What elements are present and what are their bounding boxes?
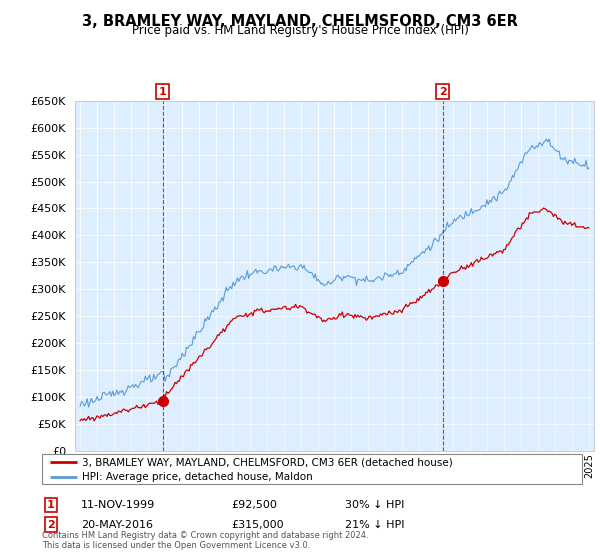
Text: 20-MAY-2016: 20-MAY-2016: [81, 520, 153, 530]
Text: £315,000: £315,000: [231, 520, 284, 530]
FancyBboxPatch shape: [42, 454, 582, 484]
Text: £92,500: £92,500: [231, 500, 277, 510]
Text: 1: 1: [159, 87, 167, 97]
Text: Contains HM Land Registry data © Crown copyright and database right 2024.
This d: Contains HM Land Registry data © Crown c…: [42, 530, 368, 550]
Text: 3, BRAMLEY WAY, MAYLAND, CHELMSFORD, CM3 6ER (detached house): 3, BRAMLEY WAY, MAYLAND, CHELMSFORD, CM3…: [83, 457, 453, 467]
Text: HPI: Average price, detached house, Maldon: HPI: Average price, detached house, Mald…: [83, 472, 313, 482]
Text: 3, BRAMLEY WAY, MAYLAND, CHELMSFORD, CM3 6ER: 3, BRAMLEY WAY, MAYLAND, CHELMSFORD, CM3…: [82, 14, 518, 29]
Text: 1: 1: [47, 500, 55, 510]
Text: Price paid vs. HM Land Registry's House Price Index (HPI): Price paid vs. HM Land Registry's House …: [131, 24, 469, 37]
Text: 2: 2: [439, 87, 446, 97]
Text: 2: 2: [47, 520, 55, 530]
Text: 30% ↓ HPI: 30% ↓ HPI: [345, 500, 404, 510]
Text: 21% ↓ HPI: 21% ↓ HPI: [345, 520, 404, 530]
Text: 11-NOV-1999: 11-NOV-1999: [81, 500, 155, 510]
